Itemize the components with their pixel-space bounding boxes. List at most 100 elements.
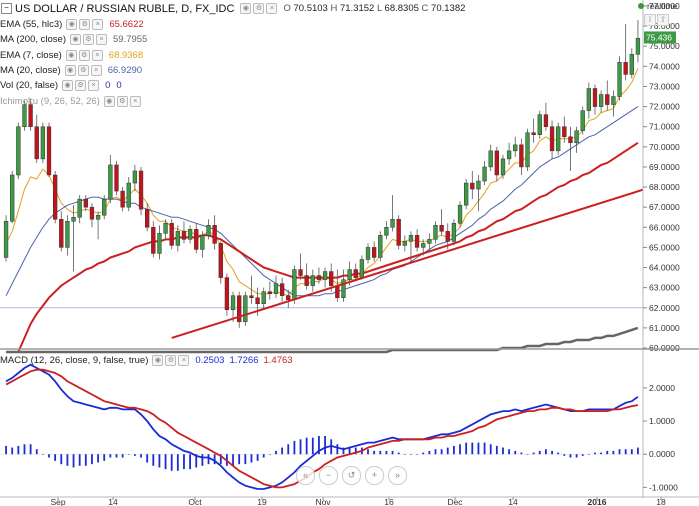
close-icon[interactable]: × xyxy=(178,354,190,366)
macd-signal-value: 1.7266 xyxy=(229,354,259,366)
candle-body xyxy=(378,235,383,258)
histogram-bar xyxy=(422,452,425,455)
time-tick-label: 19 xyxy=(257,497,267,506)
price-tick-label: 65.0000 xyxy=(649,242,680,252)
candle xyxy=(580,106,585,135)
settings-icon[interactable]: ⚙ xyxy=(116,95,128,107)
histogram-bar xyxy=(48,454,50,458)
histogram-bar xyxy=(121,454,124,458)
eye-icon[interactable]: ◉ xyxy=(65,49,77,61)
macd-tick-label: -1.0000 xyxy=(649,482,678,492)
scroll-end-icon[interactable]: » xyxy=(388,466,407,485)
chart-header: − US DOLLAR / RUSSIAN RUBLE, D, FX_IDC ◉… xyxy=(0,1,465,16)
candle xyxy=(365,243,371,264)
candle xyxy=(500,154,506,180)
candle xyxy=(556,122,561,155)
histogram-bar xyxy=(569,454,572,458)
time-tick-label: 14 xyxy=(108,497,118,506)
candle-body xyxy=(451,223,457,242)
reset-icon[interactable]: ↺ xyxy=(342,466,361,485)
candle-body xyxy=(556,126,561,152)
candle-body xyxy=(230,295,236,311)
macd-axis[interactable]: 2.0000 1.0000 0.0000 -1.0000 xyxy=(643,383,678,492)
candle xyxy=(310,269,315,292)
time-axis[interactable]: Sep 14 Oct 19 Nov 16 Dec 14 2016 18 xyxy=(50,497,666,506)
collapse-icon[interactable]: − xyxy=(1,3,12,14)
candle-body xyxy=(316,275,322,280)
close-icon[interactable]: × xyxy=(88,80,100,92)
histogram-bar xyxy=(115,454,118,458)
candle xyxy=(298,253,303,280)
last-price-label: 75.436 xyxy=(646,32,672,42)
settings-icon[interactable]: ⚙ xyxy=(253,3,265,14)
candle xyxy=(34,114,39,163)
settings-icon[interactable]: ⚙ xyxy=(78,49,90,61)
candle-body xyxy=(525,132,530,168)
zoom-in-icon[interactable]: + xyxy=(365,466,384,485)
histogram-bar xyxy=(428,450,431,455)
candle-body xyxy=(568,136,573,144)
histogram-bar xyxy=(594,452,596,455)
histogram-bar xyxy=(514,450,517,455)
trendline-line[interactable] xyxy=(171,171,699,339)
histogram-bar xyxy=(551,450,553,455)
histogram-bar xyxy=(508,449,511,455)
eye-icon[interactable]: ◉ xyxy=(152,354,164,366)
candle-body xyxy=(371,247,377,258)
candle-body xyxy=(396,218,401,246)
settings-icon[interactable]: ⚙ xyxy=(165,354,177,366)
zoom-out-icon[interactable]: − xyxy=(319,466,338,485)
close-icon[interactable]: × xyxy=(96,34,107,46)
candle xyxy=(237,291,242,328)
candle xyxy=(611,90,616,117)
maximize-icon[interactable]: ⅰ xyxy=(644,14,656,26)
scroll-start-icon[interactable]: « xyxy=(296,466,315,485)
candle xyxy=(562,116,567,143)
close-icon[interactable]: × xyxy=(91,49,103,61)
close-icon[interactable]: × xyxy=(129,95,141,107)
eye-icon[interactable]: ◉ xyxy=(64,64,76,76)
candle-body xyxy=(298,269,303,276)
candle-body xyxy=(243,295,248,323)
candle xyxy=(243,291,248,326)
candle xyxy=(71,205,76,272)
candle-body xyxy=(52,174,58,220)
candle xyxy=(273,275,279,298)
candle xyxy=(525,128,530,171)
candle xyxy=(46,122,52,177)
eye-icon[interactable]: ◉ xyxy=(62,80,74,92)
histogram-bar xyxy=(612,450,615,455)
settings-icon[interactable]: ⚙ xyxy=(75,80,87,92)
candle xyxy=(513,136,518,157)
candle-body xyxy=(623,62,628,75)
eye-icon[interactable]: ◉ xyxy=(240,3,252,14)
candle-body xyxy=(629,54,634,75)
settings-icon[interactable]: ⚙ xyxy=(83,34,94,46)
candle-body xyxy=(611,96,616,105)
candle xyxy=(322,267,328,288)
candle-body xyxy=(255,297,260,304)
candle xyxy=(28,98,33,131)
candle xyxy=(543,102,549,131)
close-icon[interactable]: × xyxy=(266,3,278,14)
eye-icon[interactable]: ◉ xyxy=(103,95,115,107)
histogram-bar xyxy=(146,454,149,463)
histogram-bar xyxy=(545,449,547,455)
eye-icon[interactable]: ◉ xyxy=(70,34,81,46)
close-icon[interactable]: × xyxy=(90,64,102,76)
candle xyxy=(494,146,499,182)
collapse-pane-icon[interactable]: ⇧ xyxy=(657,14,669,26)
settings-icon[interactable]: ⚙ xyxy=(79,19,91,30)
candle-body xyxy=(414,235,420,248)
price-tick-label: 73.0000 xyxy=(649,81,680,91)
candle xyxy=(451,219,457,246)
histogram-bar xyxy=(587,454,590,455)
eye-icon[interactable]: ◉ xyxy=(66,19,78,30)
trendline[interactable] xyxy=(171,171,699,339)
settings-icon[interactable]: ⚙ xyxy=(77,64,89,76)
histogram-bar xyxy=(170,454,173,471)
price-axis[interactable]: 77.0000 76.0000 75.0000 74.0000 73.0000 72.00… xyxy=(642,0,699,506)
candle-body xyxy=(365,247,371,260)
close-icon[interactable]: × xyxy=(92,19,104,30)
